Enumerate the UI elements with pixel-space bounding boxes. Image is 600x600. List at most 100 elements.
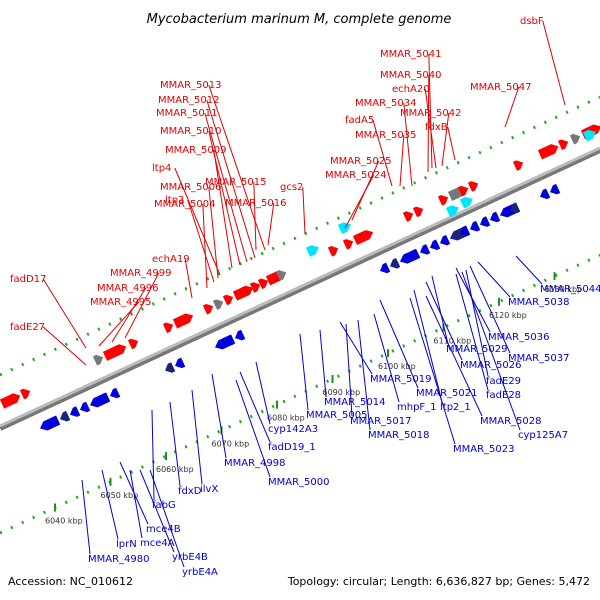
forward-gene	[402, 211, 414, 222]
reverse-gene-label: fadD19_1	[268, 442, 316, 453]
forward-gene	[547, 144, 559, 155]
reverse-gene	[430, 239, 441, 251]
forward-gene-label: echA20	[392, 84, 430, 95]
forward-gene-label: MMAR_4999	[110, 268, 172, 279]
reverse-gene	[165, 362, 176, 373]
forward-gene	[437, 195, 449, 206]
reverse-gene	[550, 183, 561, 195]
scale-tick-label: 6060 kbp	[156, 465, 194, 474]
forward-gene	[249, 282, 261, 293]
forward-gene-label: MMAR_5042	[400, 108, 462, 119]
forward-gene	[512, 160, 524, 171]
forward-gene	[265, 270, 287, 286]
reverse-gene-label: ilvX	[200, 484, 218, 495]
forward-gene-label: fadA5	[345, 115, 374, 126]
scale-tick-label: 6080 kbp	[267, 414, 305, 423]
forward-gene-label: MMAR_5009	[165, 145, 227, 156]
forward-gene-label: MMAR_5024	[325, 170, 387, 181]
reverse-gene-label: yrbE4A	[182, 567, 218, 578]
forward-gene-labels: dsbF MMAR_5041 MMAR_5040 echA20 MMAR_5047 MMA…	[10, 16, 566, 366]
rna-gene	[445, 205, 459, 217]
reverse-gene-label: fadE29	[486, 376, 521, 387]
forward-gene-label: MMAR_5034	[355, 98, 417, 109]
reverse-gene-label: mce4A	[140, 538, 175, 549]
forward-gene-label: MMAR_5010	[160, 126, 222, 137]
forward-gene	[327, 246, 339, 257]
scale-tick-label: 6040 kbp	[45, 517, 83, 526]
reverse-gene-label: lprN	[116, 539, 137, 550]
scale-tick-label: 6090 kbp	[323, 388, 361, 397]
reverse-gene-label: mce4B	[146, 524, 181, 535]
reverse-gene-label: MMAR_5028	[480, 416, 542, 427]
genome-backbone	[0, 146, 600, 428]
reverse-gene	[510, 202, 521, 213]
map-title: Mycobacterium marinum M, complete genome	[147, 12, 452, 27]
reverse-gene-label: fadE28	[486, 390, 521, 401]
reverse-gene-label: mhpF_1	[397, 402, 437, 413]
forward-gene	[342, 239, 354, 250]
reverse-gene-label: MMAR_5019	[370, 374, 432, 385]
reverse-gene-labels: MMAR_5044MMAR_5038MMAR_5036MMAR_5029MMAR…	[81, 255, 600, 578]
forward-gene-label: MMAR_5012	[158, 95, 220, 106]
forward-gene	[457, 185, 469, 197]
reverse-gene-label: MMAR_5014	[324, 397, 386, 408]
forward-gene	[222, 294, 234, 306]
reverse-gene-label: MMAR_5037	[508, 353, 570, 364]
reverse-gene	[420, 244, 431, 255]
forward-gene	[212, 299, 224, 310]
forward-gene	[352, 230, 374, 246]
forward-gene	[412, 206, 424, 218]
forward-gene-label: fdxB	[425, 122, 448, 133]
reverse-gene	[70, 406, 81, 417]
forward-gene	[467, 181, 479, 192]
forward-gene	[19, 388, 31, 400]
forward-gene-label: MMAR_5016	[225, 198, 287, 209]
reverse-gene-label: MMAR_5026	[460, 360, 522, 371]
forward-gene	[537, 144, 559, 160]
forward-gene-label: MMAR_5041	[380, 49, 442, 60]
rna-gene	[305, 245, 319, 257]
forward-gene-label: fadD17	[10, 274, 46, 285]
forward-gene	[240, 286, 252, 297]
reverse-gene-label: fabG	[152, 500, 176, 511]
forward-gene-label: echA19	[152, 254, 190, 265]
forward-gene-label: MMAR_4996	[97, 283, 159, 294]
forward-gene-label: gcs2	[280, 182, 303, 193]
reverse-gene	[390, 257, 401, 269]
reverse-gene-label: MMAR_4980	[88, 554, 150, 565]
reverse-gene	[480, 216, 491, 227]
scale-tick-label: 6100 kbp	[378, 362, 416, 371]
forward-gene-label: ltp4	[152, 163, 171, 174]
reverse-gene	[470, 220, 481, 232]
scale-tick-label: 6050 kbp	[101, 491, 139, 500]
forward-gene	[569, 133, 581, 145]
reverse-gene-label: MMAR_5036	[488, 332, 550, 343]
forward-gene-label: MMAR_5015	[205, 177, 267, 188]
reverse-gene	[460, 225, 471, 237]
scale-tick-label: 6120 kbp	[489, 311, 527, 320]
forward-gene-label: ltp3	[165, 195, 184, 206]
reverse-gene-label: MMAR_5044	[540, 284, 600, 295]
reverse-gene	[80, 401, 91, 413]
forward-gene	[0, 393, 21, 409]
forward-gene-label: MMAR_5025	[330, 156, 392, 167]
forward-gene-label: MMAR_5035	[355, 130, 417, 141]
reverse-gene	[410, 248, 421, 260]
reverse-gene	[100, 392, 111, 403]
forward-gene	[115, 344, 127, 355]
reverse-gene-label: MMAR_5000	[268, 477, 330, 488]
genome-backbone-shadow	[0, 147, 600, 431]
reverse-gene	[440, 234, 451, 246]
reverse-gene	[225, 334, 236, 346]
reverse-gene-label: MMAR_5038	[508, 297, 570, 308]
reverse-gene-label: MMAR_5005	[306, 410, 368, 421]
accession-text: Accession: NC_010612	[8, 575, 133, 588]
rna-gene	[582, 129, 596, 142]
forward-gene	[202, 303, 214, 315]
forward-gene	[257, 278, 269, 290]
scale-tick-label: 6070 kbp	[212, 439, 250, 448]
reverse-gene-label: yrbE4B	[172, 552, 208, 563]
forward-gene-label: dsbF	[520, 16, 544, 27]
topology-text: Topology: circular; Length: 6,636,827 bp…	[287, 575, 590, 588]
